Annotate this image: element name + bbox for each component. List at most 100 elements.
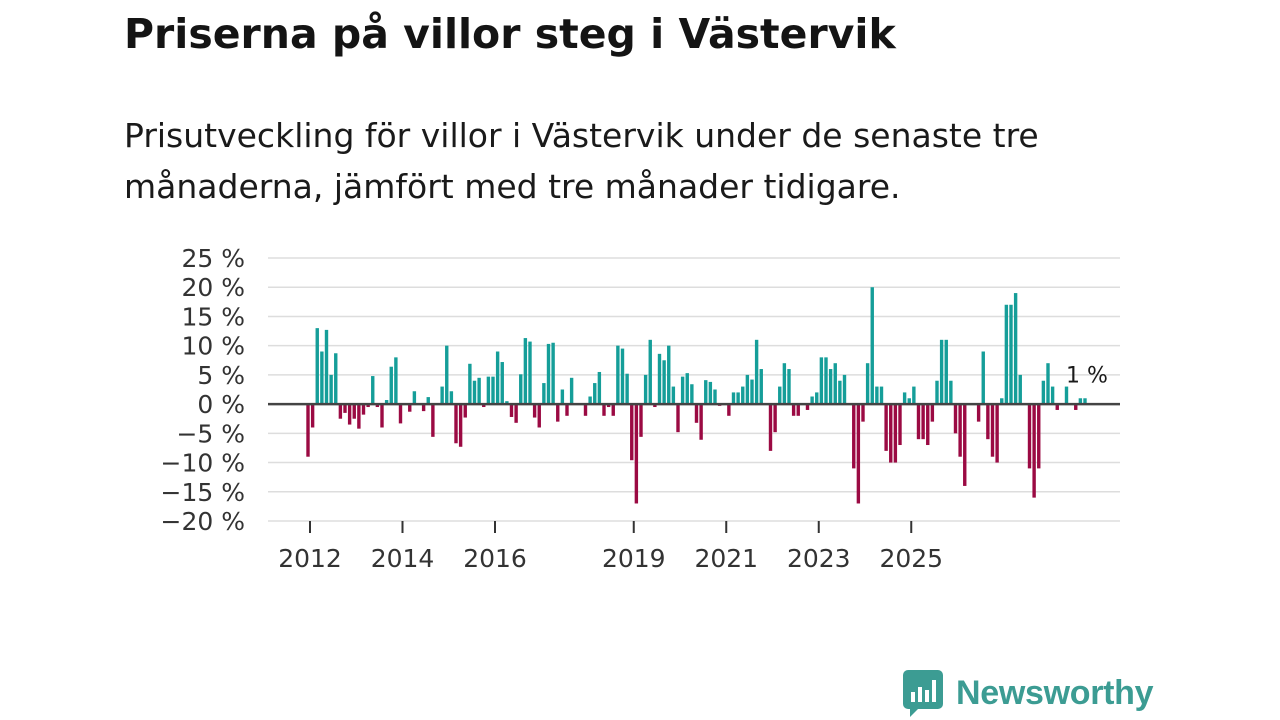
y-tick-label: 5 % bbox=[197, 361, 245, 390]
bar bbox=[926, 404, 930, 446]
bar bbox=[357, 404, 361, 429]
bar bbox=[482, 404, 486, 408]
bar bbox=[648, 339, 652, 405]
bar bbox=[583, 404, 588, 416]
bar bbox=[676, 404, 680, 433]
bar bbox=[602, 404, 606, 416]
last-value-label: 1 % bbox=[1066, 363, 1108, 388]
bar bbox=[454, 404, 458, 444]
bar bbox=[569, 377, 574, 405]
bar bbox=[856, 404, 861, 504]
bar bbox=[431, 404, 435, 437]
bar bbox=[320, 351, 324, 405]
bar bbox=[736, 392, 740, 405]
newsworthy-logo: Newsworthy bbox=[902, 668, 1154, 718]
bar bbox=[634, 404, 639, 504]
bar bbox=[704, 380, 708, 405]
bar bbox=[778, 386, 782, 405]
bar bbox=[366, 404, 370, 408]
bar bbox=[879, 386, 884, 405]
bar bbox=[754, 339, 759, 405]
bar bbox=[1037, 404, 1041, 469]
bar bbox=[805, 404, 810, 410]
bar bbox=[556, 404, 560, 422]
bar bbox=[412, 391, 417, 405]
bar bbox=[371, 376, 375, 405]
bars bbox=[306, 287, 1087, 504]
bar bbox=[616, 345, 620, 405]
x-tick-label: 2016 bbox=[463, 544, 527, 573]
bar bbox=[1013, 293, 1018, 405]
bar bbox=[981, 351, 985, 405]
bar bbox=[509, 404, 514, 417]
bar bbox=[935, 380, 939, 405]
bar bbox=[680, 376, 685, 405]
bar bbox=[667, 345, 671, 405]
bar bbox=[611, 404, 615, 416]
bar bbox=[990, 404, 995, 457]
x-tick-label: 2023 bbox=[787, 544, 851, 573]
y-tick-label: −5 % bbox=[176, 419, 245, 448]
bar bbox=[907, 398, 911, 405]
bar bbox=[380, 404, 384, 428]
bar-chart: 25 %20 %15 %10 %5 %0 %−5 %−10 %−15 %−20 … bbox=[161, 244, 1120, 573]
bar bbox=[713, 389, 717, 405]
bar bbox=[976, 404, 981, 422]
bar bbox=[889, 404, 893, 463]
bar bbox=[449, 391, 454, 405]
bar bbox=[1064, 386, 1069, 405]
bar bbox=[334, 353, 338, 405]
bar bbox=[1009, 304, 1013, 405]
bar bbox=[560, 389, 565, 405]
bar bbox=[865, 363, 870, 405]
bar bbox=[833, 363, 837, 405]
bar bbox=[750, 379, 754, 405]
bar bbox=[565, 404, 569, 416]
bar bbox=[1078, 398, 1083, 405]
bar bbox=[491, 376, 495, 405]
brand-name: Newsworthy bbox=[956, 673, 1154, 712]
bar bbox=[898, 404, 902, 446]
y-tick-label: 25 % bbox=[181, 244, 245, 273]
x-tick-label: 2021 bbox=[694, 544, 758, 573]
bar bbox=[708, 381, 713, 405]
bar bbox=[426, 397, 430, 405]
bar bbox=[1074, 404, 1078, 410]
chart-subtitle: Prisutveckling för villor i Västervik un… bbox=[124, 116, 1039, 206]
bar bbox=[440, 386, 444, 405]
x-axis: 2012 2014 2016 2019 2021 2023 2025 bbox=[278, 521, 943, 573]
bar bbox=[625, 373, 629, 405]
bar bbox=[741, 386, 745, 405]
bar bbox=[685, 373, 689, 405]
bar bbox=[588, 396, 592, 405]
bar bbox=[939, 339, 944, 405]
bar bbox=[953, 404, 958, 434]
bar bbox=[875, 386, 879, 405]
bar bbox=[690, 384, 694, 405]
bar bbox=[352, 404, 356, 419]
bar bbox=[1027, 404, 1032, 469]
bar bbox=[361, 404, 366, 415]
bar bbox=[657, 353, 662, 405]
bar bbox=[653, 404, 657, 408]
bar bbox=[542, 383, 546, 405]
bar bbox=[324, 329, 329, 405]
bar bbox=[819, 357, 824, 405]
bar bbox=[643, 374, 648, 405]
bar bbox=[347, 404, 352, 425]
y-tick-label: 20 % bbox=[181, 273, 245, 302]
bar bbox=[782, 363, 787, 405]
bar bbox=[810, 396, 814, 405]
bar bbox=[842, 374, 847, 405]
bar bbox=[791, 404, 796, 416]
chart-title: Priserna på villor steg i Västervik bbox=[124, 10, 896, 58]
bar bbox=[838, 380, 842, 405]
bar bbox=[389, 366, 393, 405]
bar bbox=[884, 404, 888, 451]
bar bbox=[912, 386, 916, 405]
bar bbox=[514, 404, 518, 423]
bar bbox=[921, 404, 925, 440]
bar bbox=[787, 369, 791, 405]
bar bbox=[458, 404, 463, 447]
bar bbox=[630, 404, 634, 461]
